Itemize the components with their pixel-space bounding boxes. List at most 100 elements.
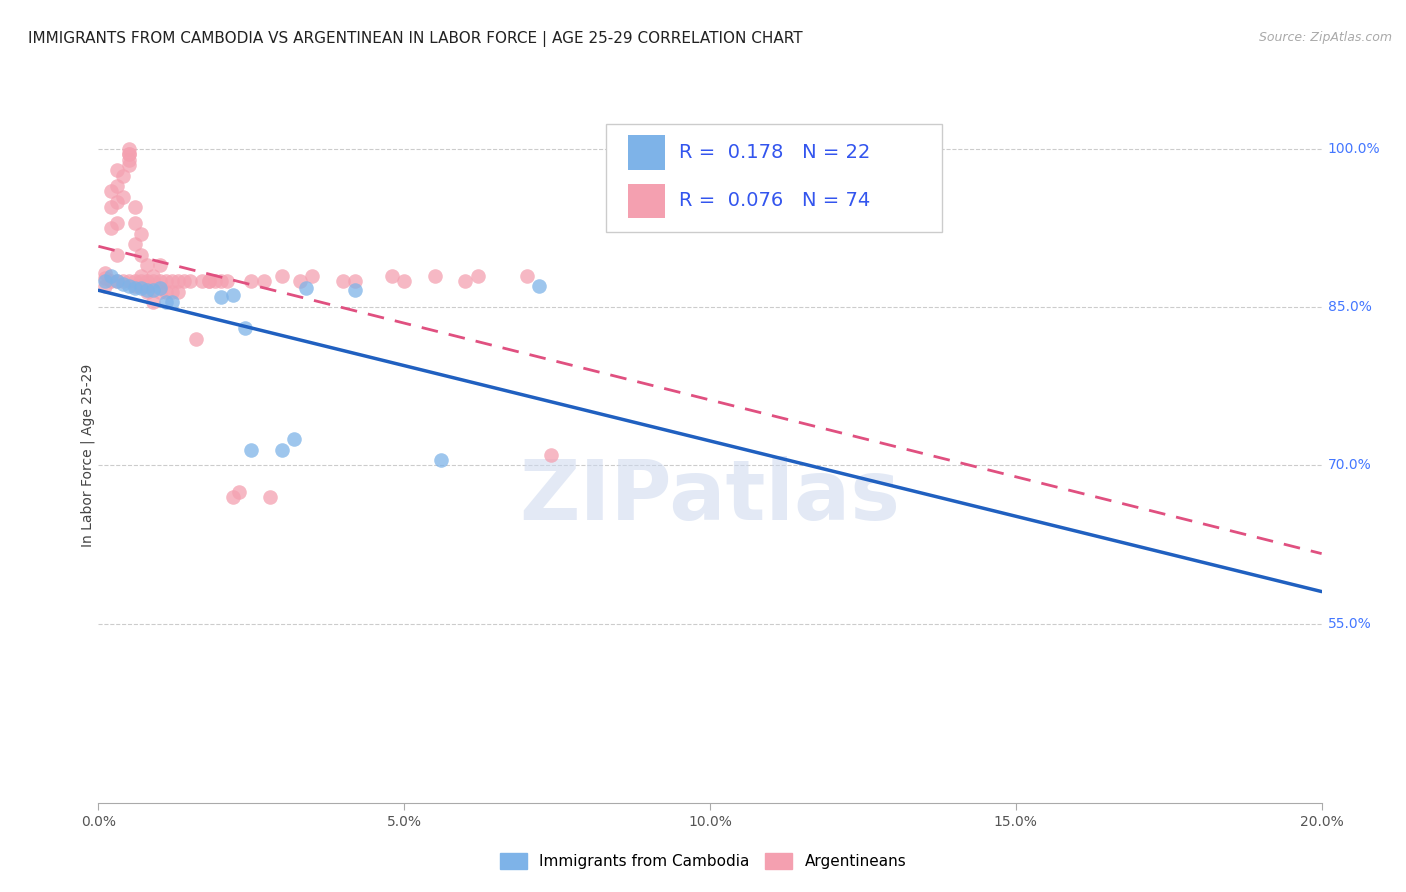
Text: Source: ZipAtlas.com: Source: ZipAtlas.com (1258, 31, 1392, 45)
Text: 70.0%: 70.0% (1327, 458, 1371, 473)
Point (540, 448, 562, 462)
Legend: Immigrants from Cambodia, Argentineans: Immigrants from Cambodia, Argentineans (494, 847, 912, 875)
Point (124, 279, 146, 293)
Text: 100.0%: 100.0% (1327, 142, 1381, 156)
Point (129, 281, 152, 295)
Point (516, 268, 538, 283)
Point (155, 274, 177, 288)
Point (149, 274, 172, 288)
Point (93, 266, 115, 280)
Point (142, 295, 165, 310)
Point (270, 268, 292, 283)
Point (129, 247, 152, 261)
Point (392, 274, 416, 288)
Point (295, 281, 318, 295)
Text: 85.0%: 85.0% (1327, 301, 1372, 314)
Point (204, 274, 226, 288)
Point (93, 270, 115, 285)
Point (222, 490, 245, 504)
Point (240, 442, 263, 457)
Point (118, 153, 141, 167)
FancyBboxPatch shape (606, 124, 942, 232)
Point (118, 142, 141, 156)
Point (100, 274, 122, 288)
Point (100, 221, 122, 235)
Point (100, 268, 122, 283)
Point (430, 453, 453, 467)
Point (259, 490, 281, 504)
Point (423, 268, 446, 283)
Point (129, 227, 152, 241)
Point (527, 279, 550, 293)
Point (160, 274, 183, 288)
Point (167, 274, 190, 288)
Point (111, 169, 134, 183)
Point (100, 185, 122, 199)
Point (100, 200, 122, 214)
Point (105, 247, 128, 261)
Point (118, 147, 141, 161)
Bar (628, 135, 665, 169)
Text: R =  0.178   N = 22: R = 0.178 N = 22 (679, 143, 870, 161)
Point (142, 274, 165, 288)
Y-axis label: In Labor Force | Age 25-29: In Labor Force | Age 25-29 (80, 363, 94, 547)
Point (160, 295, 183, 310)
Point (173, 274, 195, 288)
Point (252, 274, 274, 288)
Point (381, 268, 404, 283)
Point (136, 279, 159, 293)
Point (222, 287, 245, 301)
Point (93, 274, 115, 288)
Point (179, 274, 201, 288)
Point (124, 200, 146, 214)
Point (142, 284, 165, 298)
Point (155, 295, 177, 310)
Point (105, 179, 128, 194)
Point (240, 274, 263, 288)
Point (186, 332, 208, 346)
Point (129, 268, 152, 283)
Point (270, 442, 292, 457)
Point (111, 277, 134, 292)
Point (191, 274, 214, 288)
Point (142, 268, 165, 283)
Point (136, 274, 159, 288)
Point (149, 258, 172, 272)
Point (155, 285, 177, 299)
Point (118, 147, 141, 161)
Point (105, 274, 128, 288)
Point (344, 284, 367, 298)
Point (129, 279, 152, 293)
Point (124, 274, 146, 288)
Point (215, 274, 238, 288)
Text: ZIPatlas: ZIPatlas (520, 456, 900, 537)
Point (129, 274, 152, 288)
Point (160, 285, 183, 299)
Point (136, 284, 159, 298)
Point (93, 279, 115, 293)
Point (111, 274, 134, 288)
Point (209, 274, 232, 288)
Point (167, 285, 190, 299)
Point (136, 258, 159, 272)
Bar (628, 184, 665, 219)
Point (118, 274, 141, 288)
Point (228, 484, 250, 499)
Point (197, 274, 219, 288)
Point (124, 281, 146, 295)
Point (124, 216, 146, 230)
Point (105, 194, 128, 209)
Point (197, 274, 219, 288)
Point (290, 274, 312, 288)
Text: R =  0.076   N = 74: R = 0.076 N = 74 (679, 192, 870, 211)
Point (149, 285, 172, 299)
Point (118, 158, 141, 172)
Point (105, 216, 128, 230)
Point (105, 274, 128, 288)
Point (136, 285, 159, 299)
Point (233, 321, 256, 335)
Point (332, 274, 354, 288)
Point (118, 279, 141, 293)
Point (111, 189, 134, 203)
Point (301, 268, 323, 283)
